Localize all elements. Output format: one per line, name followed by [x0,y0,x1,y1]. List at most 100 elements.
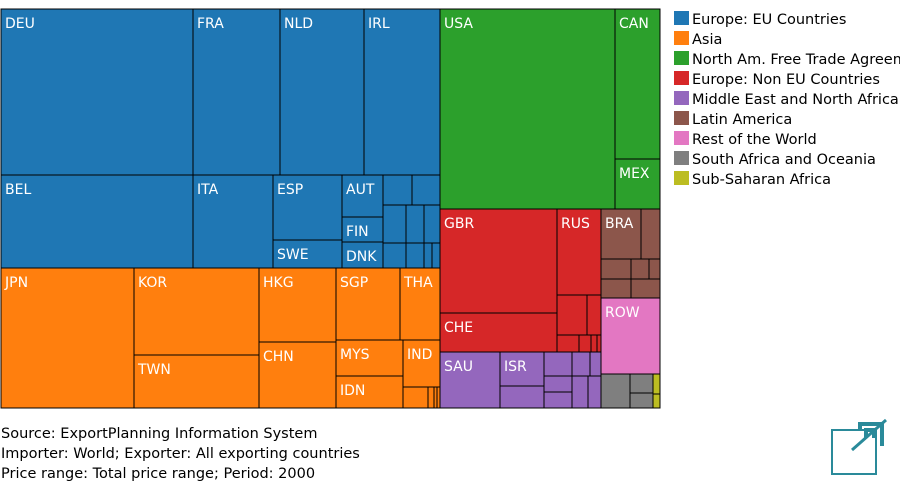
tile-label-twn: TWN [137,362,171,378]
tile-label-mex: MEX [619,166,650,182]
tile-label-ita: ITA [197,182,219,198]
tile-label-can: CAN [619,16,649,32]
treemap-tile [556,334,580,353]
treemap-tile [556,294,588,336]
legend-label: Rest of the World [692,132,817,148]
legend-label: Sub-Saharan Africa [692,172,831,188]
legend-swatch [674,91,689,105]
tile-label-jpn: JPN [4,275,28,291]
treemap-tile-che [439,312,558,353]
chart-legend: Europe: EU Countries Asia North Am. Free T… [674,11,900,188]
tile-label-bra: BRA [605,216,634,232]
chart-footer: Source: ExportPlanning Information Syste… [1,424,360,484]
treemap-tile-ita [192,174,274,269]
legend-label: North Am. Free Trade Agreement [692,52,900,68]
treemap-tile [600,278,632,299]
tile-label-mys: MYS [340,347,370,363]
tile-label-chn: CHN [263,349,294,365]
treemap-tile [382,174,413,206]
treemap-tile-sau [439,351,501,409]
source-note: Source: ExportPlanning Information Syste… [1,426,318,442]
tile-label-tha: THA [403,275,433,291]
treemap-tile [586,294,602,336]
treemap-tile [630,258,650,280]
treemap-tile [431,242,441,269]
tile-label-isr: ISR [504,359,527,375]
treemap-tile [405,242,425,269]
legend-swatch [674,71,689,85]
tile-label-gbr: GBR [444,216,474,232]
tile-label-sau: SAU [444,359,473,375]
tile-label-row: ROW [605,305,640,321]
treemap-tile [402,386,429,409]
treemap-tile-jpn [0,267,135,409]
legend-label: South Africa and Oceania [692,152,876,168]
treemap-tile [652,373,661,395]
tile-label-bel: BEL [5,182,31,198]
price-range-note: Price range: Total price range; Period: … [1,466,316,482]
legend-swatch [674,131,689,145]
tile-label-fin: FIN [346,224,369,240]
treemap-tile [427,386,435,409]
legend-swatch [674,51,689,65]
treemap-tile [411,174,441,206]
treemap-tile [600,373,631,409]
treemap-tile-esp [272,174,343,241]
treemap-tile [382,242,407,269]
treemap-tile-ind [402,339,441,388]
treemap-tile-twn [133,354,260,409]
tile-label-ind: IND [407,347,432,363]
treemap-tile-fra [192,8,281,176]
exportplanning-logo-icon [830,416,890,478]
tile-label-kor: KOR [138,275,167,291]
treemap-tile-nld [279,8,365,176]
treemap-tile [571,351,591,377]
treemap-tile [630,278,661,299]
tile-label-deu: DEU [5,16,35,32]
legend-label: Europe: EU Countries [692,12,846,28]
legend-swatch [674,31,689,45]
treemap-tile [543,351,573,377]
treemap-tile-gbr [439,208,558,314]
tile-label-usa: USA [444,16,473,32]
tile-label-sgp: SGP [340,275,368,291]
treemap-tiles [0,8,661,409]
treemap-tile [629,392,654,409]
treemap-tile [543,375,573,393]
treemap-tile-tha [399,267,441,341]
legend-swatch [674,171,689,185]
treemap-tile-bel [0,174,194,269]
tile-label-esp: ESP [277,182,303,198]
legend-swatch [674,11,689,25]
treemap-tile-chn [258,341,337,409]
treemap-tile [590,334,598,353]
legend-label: Latin America [692,112,792,128]
treemap-labels: DEU FRA NLD IRL BEL ITA ESP AUT FIN SWE DNK JPN KOR T… [4,16,650,399]
treemap-tile-mex [614,158,661,210]
treemap-tile [405,204,425,244]
treemap-tile-isr [499,351,545,387]
treemap-tile [587,375,602,409]
treemap-tile [499,385,545,409]
treemap-tile [543,391,573,409]
legend-label: Asia [692,32,722,48]
tile-label-che: CHE [444,320,473,336]
tile-label-aut: AUT [346,182,375,198]
tile-label-fra: FRA [197,16,224,32]
treemap-tile [600,258,632,280]
treemap-tile-deu [0,8,194,176]
treemap-tile-swe [272,239,343,269]
treemap-tile-irl [363,8,441,176]
tile-label-nld: NLD [284,16,313,32]
treemap-tile-row [600,297,661,375]
tile-label-rus: RUS [561,216,590,232]
tile-label-hkg: HKG [263,275,294,291]
legend-swatch [674,151,689,165]
treemap-tile [423,204,441,244]
tile-label-dnk: DNK [346,249,377,265]
treemap-tile [596,334,602,353]
tile-label-idn: IDN [340,383,365,399]
treemap-tile [578,334,592,353]
legend-swatch [674,111,689,125]
